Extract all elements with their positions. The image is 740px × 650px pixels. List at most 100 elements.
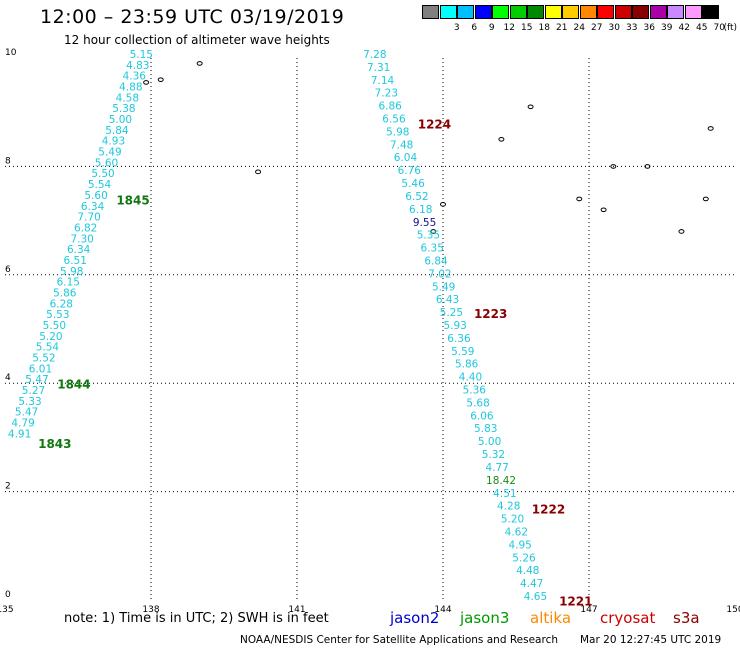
legend-unit: (ft): [723, 23, 738, 33]
wave-height-value: 4.65: [524, 591, 547, 603]
island-outline: [600, 207, 607, 213]
legend-swatch: [649, 5, 667, 19]
wave-height-value: 5.59: [451, 346, 474, 358]
wave-height-value: 7.23: [375, 88, 398, 100]
generated-timestamp: Mar 20 12:27:45 UTC 2019: [580, 634, 722, 646]
wave-height-value: 4.51: [493, 488, 516, 500]
legend-swatch: [597, 5, 614, 19]
island-outline: [157, 77, 164, 82]
page-subtitle: 12 hour collection of altimeter wave hei…: [64, 33, 330, 47]
wave-height-value: 5.49: [432, 281, 455, 293]
wave-height-value: 7.14: [371, 75, 395, 87]
wave-height-value: 7.31: [367, 62, 390, 74]
wave-height-value: 5.35: [417, 230, 440, 242]
legend-label: 27: [591, 23, 603, 33]
legend-swatch: [474, 5, 492, 19]
footer-note: note: 1) Time is in UTC; 2) SWH is in fe…: [64, 611, 329, 626]
wave-height-value: 5.54: [36, 342, 60, 354]
altimeter-tracks: 5.154.834.364.884.585.385.005.844.935.49…: [8, 49, 593, 608]
y-tick-label: 4: [5, 373, 11, 383]
wave-height-value: 5.32: [482, 449, 505, 461]
wave-height-value: 5.49: [98, 147, 121, 159]
wave-height-value: 5.20: [39, 331, 62, 343]
wave-height-value: 5.86: [53, 287, 77, 299]
wave-height-value: 6.43: [436, 294, 459, 306]
legend-label: 15: [521, 23, 533, 33]
x-tick-label: 135: [0, 605, 14, 615]
legend-label: 21: [556, 23, 568, 33]
wave-height-value: 7.30: [70, 233, 93, 245]
legend-label: 24: [573, 23, 585, 33]
wave-height-value: 5.60: [84, 190, 107, 202]
wave-height-value: 18.42: [486, 475, 516, 487]
y-tick-label: 10: [5, 48, 17, 58]
wave-height-value: 6.18: [409, 204, 432, 216]
wave-height-value: 6.36: [447, 333, 471, 345]
legend-label: 12: [503, 23, 515, 33]
pass-time-label: 1223: [474, 307, 507, 321]
wave-height-value: 5.98: [386, 126, 409, 138]
island-outline: [678, 229, 685, 234]
legend-label: 36: [643, 23, 655, 33]
map-gridlines: [5, 58, 735, 600]
wave-height-value: 5.36: [463, 385, 487, 397]
wave-height-value: 4.93: [102, 136, 125, 148]
island-outline: [255, 169, 262, 175]
wave-height-value: 7.48: [390, 139, 413, 151]
y-tick-label: 0: [5, 590, 11, 600]
island-outline: [430, 229, 437, 234]
wave-height-value: 4.40: [459, 372, 482, 384]
wave-height-value: 5.52: [32, 353, 55, 365]
wave-height-value: 5.20: [501, 514, 524, 526]
legend-swatch: [439, 5, 457, 19]
wave-height-value: 5.26: [512, 552, 536, 564]
mission-label-s3a: s3a: [673, 609, 700, 627]
wave-height-value: 6.34: [67, 244, 91, 256]
wave-height-value: 4.62: [505, 526, 528, 538]
legend-swatch: [457, 5, 474, 19]
legend-swatch: [667, 5, 684, 19]
wave-height-value: 4.28: [497, 501, 520, 513]
wave-height-value: 5.83: [474, 423, 497, 435]
island-outline: [707, 126, 714, 131]
wave-height-value: 5.93: [443, 320, 466, 332]
legend-label: 45: [696, 23, 708, 33]
wave-height-value: 6.86: [378, 101, 402, 113]
y-tick-label: 8: [5, 156, 11, 166]
wave-height-value: 5.15: [130, 49, 153, 61]
legend-label: 3: [453, 23, 460, 33]
island-outlines: [143, 61, 714, 234]
legend-label: 42: [678, 23, 690, 33]
wave-height-value: 5.50: [91, 168, 114, 180]
wave-height-value: 4.95: [508, 539, 531, 551]
mission-label-jason3: jason3: [460, 609, 510, 627]
pass-time-label: 1845: [116, 193, 149, 207]
legend-swatch: [632, 5, 649, 19]
wave-height-value: 9.55: [413, 217, 436, 229]
legend-label: 9: [488, 23, 495, 33]
legend-label: 70: [713, 23, 725, 33]
wave-height-value: 5.68: [466, 397, 489, 409]
wave-height-value: 4.48: [516, 565, 539, 577]
wave-height-value: 5.33: [18, 396, 41, 408]
x-tick-label: 150: [726, 605, 740, 615]
island-outline: [440, 202, 446, 207]
axis-tick-labels: 135 138 141 144 147 150 0 2 4 6 8 10: [0, 48, 740, 615]
island-outline: [576, 196, 583, 202]
y-tick-label: 6: [5, 265, 11, 275]
legend-swatch: [702, 5, 719, 19]
wave-height-value: 5.60: [95, 157, 118, 169]
wave-height-value: 4.83: [126, 60, 149, 72]
island-outline: [610, 164, 617, 169]
legend-swatch: [492, 5, 509, 19]
wave-height-value: 6.28: [50, 298, 73, 310]
wave-height-value: 6.01: [29, 363, 52, 375]
legend-label: 33: [626, 23, 638, 33]
island-outline: [702, 196, 709, 202]
wave-height-value: 5.27: [22, 385, 45, 397]
legend-swatch: [579, 5, 597, 19]
wave-height-value: 5.50: [43, 320, 66, 332]
mission-label-altika: altika: [530, 609, 572, 627]
wave-height-value: 5.98: [60, 266, 83, 278]
wave-height-value: 6.06: [470, 410, 494, 422]
